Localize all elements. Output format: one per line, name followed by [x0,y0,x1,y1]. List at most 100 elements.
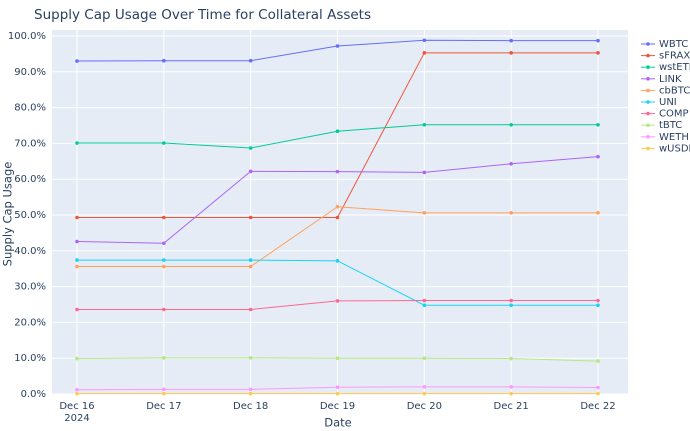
legend-label: UNI [659,97,677,108]
data-point [75,264,79,269]
data-point [248,169,253,174]
y-tick-label: 60.0% [14,174,46,185]
data-point [596,122,600,127]
x-tick-label: Dec 21 [494,401,529,412]
y-tick-label: 10.0% [14,353,46,364]
y-tick-label: 100.0% [8,31,46,42]
y-axis-title: Supply Cap Usage [1,162,15,267]
legend-marker [646,53,650,58]
data-point [75,307,79,312]
data-point [248,215,253,220]
y-tick-label: 50.0% [14,210,46,221]
y-tick-label: 20.0% [14,317,46,328]
x-tick-label: Dec 16 [59,401,94,412]
data-point [248,391,253,396]
legend-label: LINK [659,74,682,85]
data-point [509,38,513,43]
data-point [509,211,513,215]
data-point [335,391,340,396]
data-point [335,215,340,220]
x-tick-label: Dec 18 [233,401,268,412]
legend-label: wstETH [659,62,690,73]
data-point [422,391,427,396]
data-point [162,307,166,312]
legend-label: WETH [659,132,689,143]
data-point [596,359,600,363]
legend-label: sFRAX [659,51,690,62]
legend-marker [646,77,650,81]
data-point [75,356,79,361]
x-tick-label: Dec 22 [580,401,615,412]
data-point [509,356,513,361]
data-point [75,59,79,63]
data-point [596,38,600,43]
y-tick-label: 0.0% [21,389,46,400]
data-point [75,391,79,396]
data-point [162,58,166,63]
data-point [335,129,340,134]
x-axis-title: Date [324,416,352,430]
data-point [596,51,600,55]
data-point [335,385,340,389]
data-point [596,154,600,159]
data-point [596,298,600,303]
legend-label: WBTC [659,39,688,50]
data-point [162,387,166,392]
data-point [335,356,340,361]
data-point [422,211,427,215]
data-point [596,385,600,390]
data-point [335,204,340,209]
data-point [422,356,427,361]
legend-marker [646,146,650,151]
legend-marker [646,111,650,116]
legend-marker [646,100,650,104]
data-point [509,391,513,396]
legend-marker [646,135,650,139]
data-point [422,298,427,303]
data-point [75,141,79,145]
data-point [162,215,166,220]
legend-label: wUSDM [659,143,690,154]
data-point [162,391,166,396]
data-point [162,264,166,269]
legend-marker [646,123,650,127]
data-point [248,146,253,150]
y-tick-label: 90.0% [14,67,46,78]
data-point [248,258,253,262]
data-point [509,51,513,55]
data-point [75,215,79,220]
data-point [596,211,600,215]
data-point [509,162,513,166]
data-point [596,303,600,308]
data-point [75,239,79,244]
data-point [422,38,427,43]
data-point [162,141,166,145]
chart-title: Supply Cap Usage Over Time for Collatera… [34,7,371,23]
data-point [422,303,427,308]
legend-marker [646,88,650,93]
data-point [162,356,166,360]
data-point [162,258,166,262]
data-point [596,391,600,396]
data-point [422,170,427,175]
x-tick-label: Dec 17 [146,401,181,412]
data-point [335,259,340,263]
x-tick-label: 2024 [64,413,89,424]
data-point [509,122,513,127]
data-point [75,387,79,392]
data-point [335,169,340,174]
y-tick-label: 40.0% [14,246,46,257]
data-point [509,298,513,303]
legend-label: tBTC [659,120,682,131]
data-point [422,51,427,55]
y-tick-label: 80.0% [14,103,46,114]
data-point [248,387,253,392]
data-point [248,356,253,360]
data-point [509,385,513,389]
data-point [422,122,427,127]
legend-marker [646,42,650,46]
data-point [335,44,340,48]
data-point [248,264,253,269]
